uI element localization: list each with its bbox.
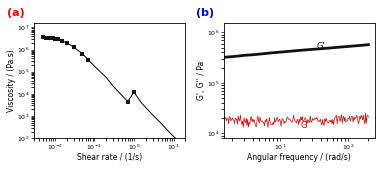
Point <box>63 42 70 44</box>
Point <box>48 37 54 40</box>
Text: (b): (b) <box>196 8 214 18</box>
Point <box>85 58 91 61</box>
Point <box>125 100 131 103</box>
Y-axis label: G', G'' / Pa: G', G'' / Pa <box>197 61 206 100</box>
Point <box>40 36 46 39</box>
Text: G": G" <box>300 122 311 130</box>
Y-axis label: Viscosity / (Pa.s): Viscosity / (Pa.s) <box>7 50 16 112</box>
Point <box>71 46 77 48</box>
Point <box>55 38 61 41</box>
Text: (a): (a) <box>7 8 24 18</box>
X-axis label: Shear rate / (1/s): Shear rate / (1/s) <box>77 153 142 162</box>
Text: G': G' <box>317 42 325 51</box>
X-axis label: Angular frequency / (rad/s): Angular frequency / (rad/s) <box>248 153 351 162</box>
Point <box>52 37 58 40</box>
Point <box>79 52 86 55</box>
Point <box>43 36 49 39</box>
Point <box>131 91 137 93</box>
Point <box>58 39 65 42</box>
Point <box>50 37 56 40</box>
Point <box>45 37 52 39</box>
